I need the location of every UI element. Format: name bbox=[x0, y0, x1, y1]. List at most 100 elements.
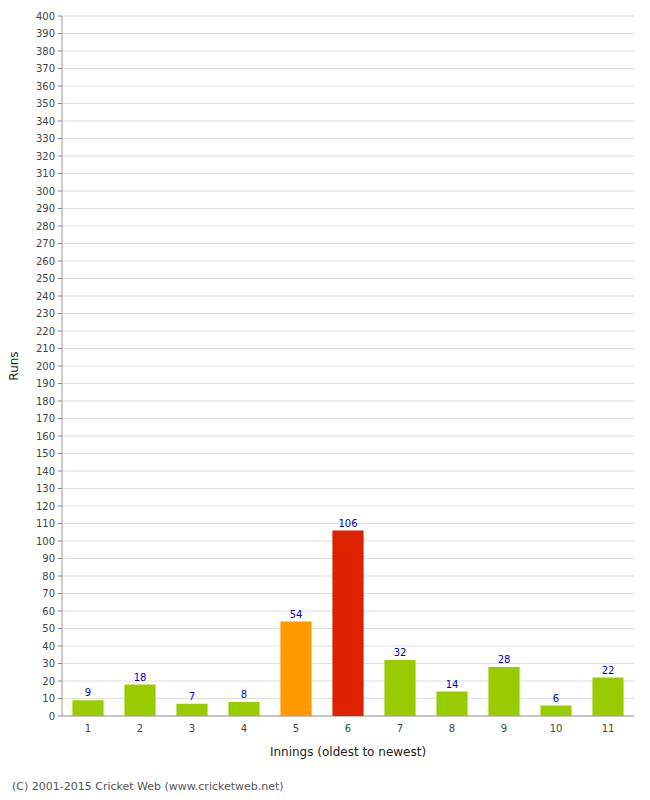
data-label: 54 bbox=[290, 609, 303, 620]
y-tick bbox=[58, 103, 62, 104]
y-tick-label: 170 bbox=[36, 413, 55, 424]
y-tick-label: 70 bbox=[42, 588, 55, 599]
y-tick-label: 280 bbox=[36, 221, 55, 232]
y-tick bbox=[58, 663, 62, 664]
data-label: 28 bbox=[498, 654, 511, 665]
grid-line bbox=[62, 226, 634, 227]
y-tick bbox=[58, 681, 62, 682]
y-tick bbox=[58, 471, 62, 472]
grid-line bbox=[62, 16, 634, 17]
chart-container: 0102030405060708090100110120130140150160… bbox=[0, 0, 650, 800]
y-tick-label: 270 bbox=[36, 238, 55, 249]
y-tick bbox=[58, 366, 62, 367]
x-tick-label: 7 bbox=[397, 723, 403, 734]
y-tick-label: 100 bbox=[36, 536, 55, 547]
bar bbox=[72, 700, 103, 716]
y-tick bbox=[58, 576, 62, 577]
y-tick bbox=[58, 173, 62, 174]
grid-line bbox=[62, 453, 634, 454]
y-tick bbox=[58, 436, 62, 437]
y-tick-label: 50 bbox=[42, 623, 55, 634]
x-tick-label: 2 bbox=[137, 723, 143, 734]
y-tick-label: 30 bbox=[42, 658, 55, 669]
y-tick-label: 180 bbox=[36, 396, 55, 407]
y-tick-label: 220 bbox=[36, 326, 55, 337]
bar bbox=[592, 678, 623, 717]
axes: 0102030405060708090100110120130140150160… bbox=[36, 11, 634, 735]
grid-line bbox=[62, 173, 634, 174]
y-tick bbox=[58, 698, 62, 699]
grid bbox=[62, 16, 634, 716]
grid-line bbox=[62, 348, 634, 349]
bar bbox=[540, 706, 571, 717]
y-tick-label: 200 bbox=[36, 361, 55, 372]
y-tick-label: 140 bbox=[36, 466, 55, 477]
y-tick bbox=[58, 331, 62, 332]
y-tick-label: 10 bbox=[42, 693, 55, 704]
y-tick bbox=[58, 278, 62, 279]
y-tick bbox=[58, 86, 62, 87]
y-tick-label: 400 bbox=[36, 11, 55, 22]
y-tick-label: 60 bbox=[42, 606, 55, 617]
y-axis-label: Runs bbox=[7, 351, 21, 380]
y-tick bbox=[58, 401, 62, 402]
x-tick-label: 8 bbox=[449, 723, 455, 734]
y-tick-label: 340 bbox=[36, 116, 55, 127]
chart: 0102030405060708090100110120130140150160… bbox=[0, 0, 650, 800]
data-label: 14 bbox=[446, 679, 459, 690]
grid-line bbox=[62, 313, 634, 314]
x-tick-label: 1 bbox=[85, 723, 91, 734]
grid-line bbox=[62, 401, 634, 402]
y-tick-label: 190 bbox=[36, 378, 55, 389]
y-tick bbox=[58, 243, 62, 244]
data-label: 22 bbox=[602, 665, 615, 676]
y-tick bbox=[58, 313, 62, 314]
bars bbox=[72, 531, 623, 717]
grid-line bbox=[62, 383, 634, 384]
grid-line bbox=[62, 208, 634, 209]
y-tick-label: 290 bbox=[36, 203, 55, 214]
y-tick bbox=[58, 68, 62, 69]
y-tick-label: 260 bbox=[36, 256, 55, 267]
grid-line bbox=[62, 138, 634, 139]
y-tick bbox=[58, 628, 62, 629]
y-tick-label: 250 bbox=[36, 273, 55, 284]
grid-line bbox=[62, 471, 634, 472]
y-tick-label: 210 bbox=[36, 343, 55, 354]
y-tick bbox=[58, 16, 62, 17]
data-label: 9 bbox=[85, 687, 91, 698]
bar bbox=[228, 702, 259, 716]
y-tick-label: 20 bbox=[42, 676, 55, 687]
bar bbox=[384, 660, 415, 716]
y-tick bbox=[58, 593, 62, 594]
y-tick-label: 90 bbox=[42, 553, 55, 564]
x-tick-label: 3 bbox=[189, 723, 195, 734]
y-tick-label: 110 bbox=[36, 518, 55, 529]
grid-line bbox=[62, 191, 634, 192]
y-tick-label: 380 bbox=[36, 46, 55, 57]
grid-line bbox=[62, 261, 634, 262]
data-label: 106 bbox=[338, 518, 357, 529]
y-tick-label: 390 bbox=[36, 28, 55, 39]
y-tick bbox=[58, 488, 62, 489]
y-tick bbox=[58, 348, 62, 349]
y-tick-label: 120 bbox=[36, 501, 55, 512]
y-tick bbox=[58, 383, 62, 384]
grid-line bbox=[62, 51, 634, 52]
y-tick bbox=[58, 646, 62, 647]
grid-line bbox=[62, 86, 634, 87]
y-tick bbox=[58, 296, 62, 297]
grid-line bbox=[62, 243, 634, 244]
grid-line bbox=[62, 33, 634, 34]
y-tick-label: 310 bbox=[36, 168, 55, 179]
y-tick-label: 150 bbox=[36, 448, 55, 459]
y-tick-label: 370 bbox=[36, 63, 55, 74]
y-tick bbox=[58, 611, 62, 612]
grid-line bbox=[62, 68, 634, 69]
x-tick-label: 4 bbox=[241, 723, 247, 734]
y-tick bbox=[58, 226, 62, 227]
grid-line bbox=[62, 436, 634, 437]
grid-line bbox=[62, 296, 634, 297]
bar bbox=[280, 622, 311, 717]
y-tick-label: 240 bbox=[36, 291, 55, 302]
